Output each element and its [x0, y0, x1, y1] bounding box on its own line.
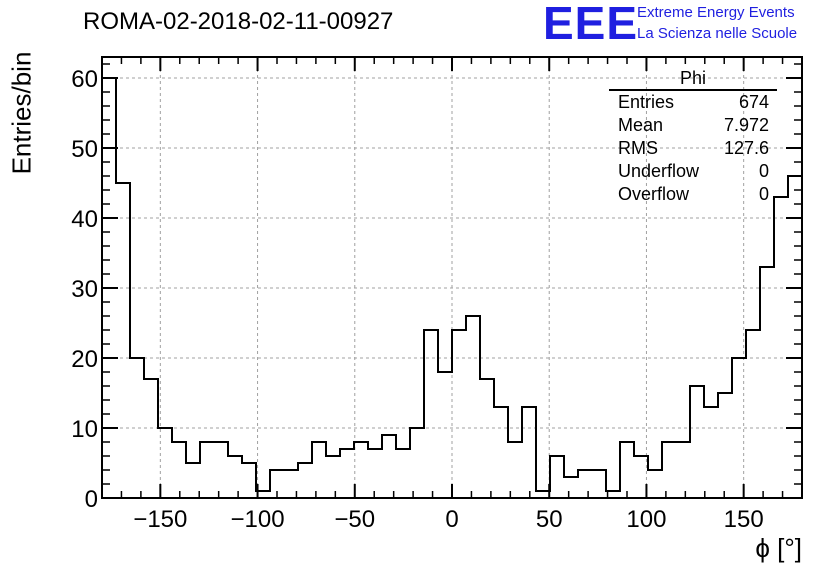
y-tick-label: 40: [71, 206, 98, 233]
stats-value: 7.972: [723, 115, 769, 135]
stats-row-entries: Entries 674: [609, 91, 777, 114]
x-tick-label: 100: [626, 506, 666, 533]
y-tick-label: 60: [71, 66, 98, 93]
stats-row-underflow: Underflow 0: [609, 160, 777, 183]
x-tick-label: −50: [334, 506, 375, 533]
logo-line-2: La Scienza nelle Scuole: [637, 25, 798, 42]
stats-row-overflow: Overflow 0: [609, 183, 777, 206]
y-tick-label: 50: [71, 136, 98, 163]
stats-label: Underflow: [618, 161, 700, 181]
stats-value: 0: [758, 161, 769, 181]
logo-line-1: Extreme Energy Events: [637, 4, 795, 21]
stats-label: Overflow: [618, 184, 690, 204]
x-tick-label: 50: [536, 506, 563, 533]
stats-label: Entries: [618, 92, 675, 112]
x-tick-label: 0: [445, 506, 458, 533]
y-tick-label: 10: [71, 416, 98, 443]
y-tick-label: 20: [71, 346, 98, 373]
stats-box: Phi Entries 674 Mean 7.972 RMS 127.6 Und…: [609, 68, 777, 206]
stats-label: Mean: [618, 115, 664, 135]
stats-value: 674: [738, 92, 769, 112]
x-tick-label: 150: [724, 506, 764, 533]
chart-title: ROMA-02-2018-02-11-00927: [83, 8, 394, 35]
stats-label: RMS: [618, 138, 658, 158]
x-tick-label: −150: [133, 506, 187, 533]
stats-row-rms: RMS 127.6: [609, 137, 777, 160]
x-axis-label: ϕ [°]: [755, 533, 802, 563]
stats-value: 127.6: [723, 138, 769, 158]
x-tick-label: −100: [231, 506, 285, 533]
eee-logo: EEE: [543, 0, 639, 49]
y-axis-label: Entries/bin: [6, 51, 37, 175]
stats-title: Phi: [609, 68, 777, 91]
y-tick-label: 30: [71, 276, 98, 303]
histogram-series: [101, 77, 803, 498]
stats-row-mean: Mean 7.972: [609, 114, 777, 137]
y-tick-label: 0: [85, 486, 98, 513]
stats-value: 0: [758, 184, 769, 204]
axes: −150 −100 −50 0 50 100 150 0 10 20 30 40 50 60: [71, 57, 803, 533]
